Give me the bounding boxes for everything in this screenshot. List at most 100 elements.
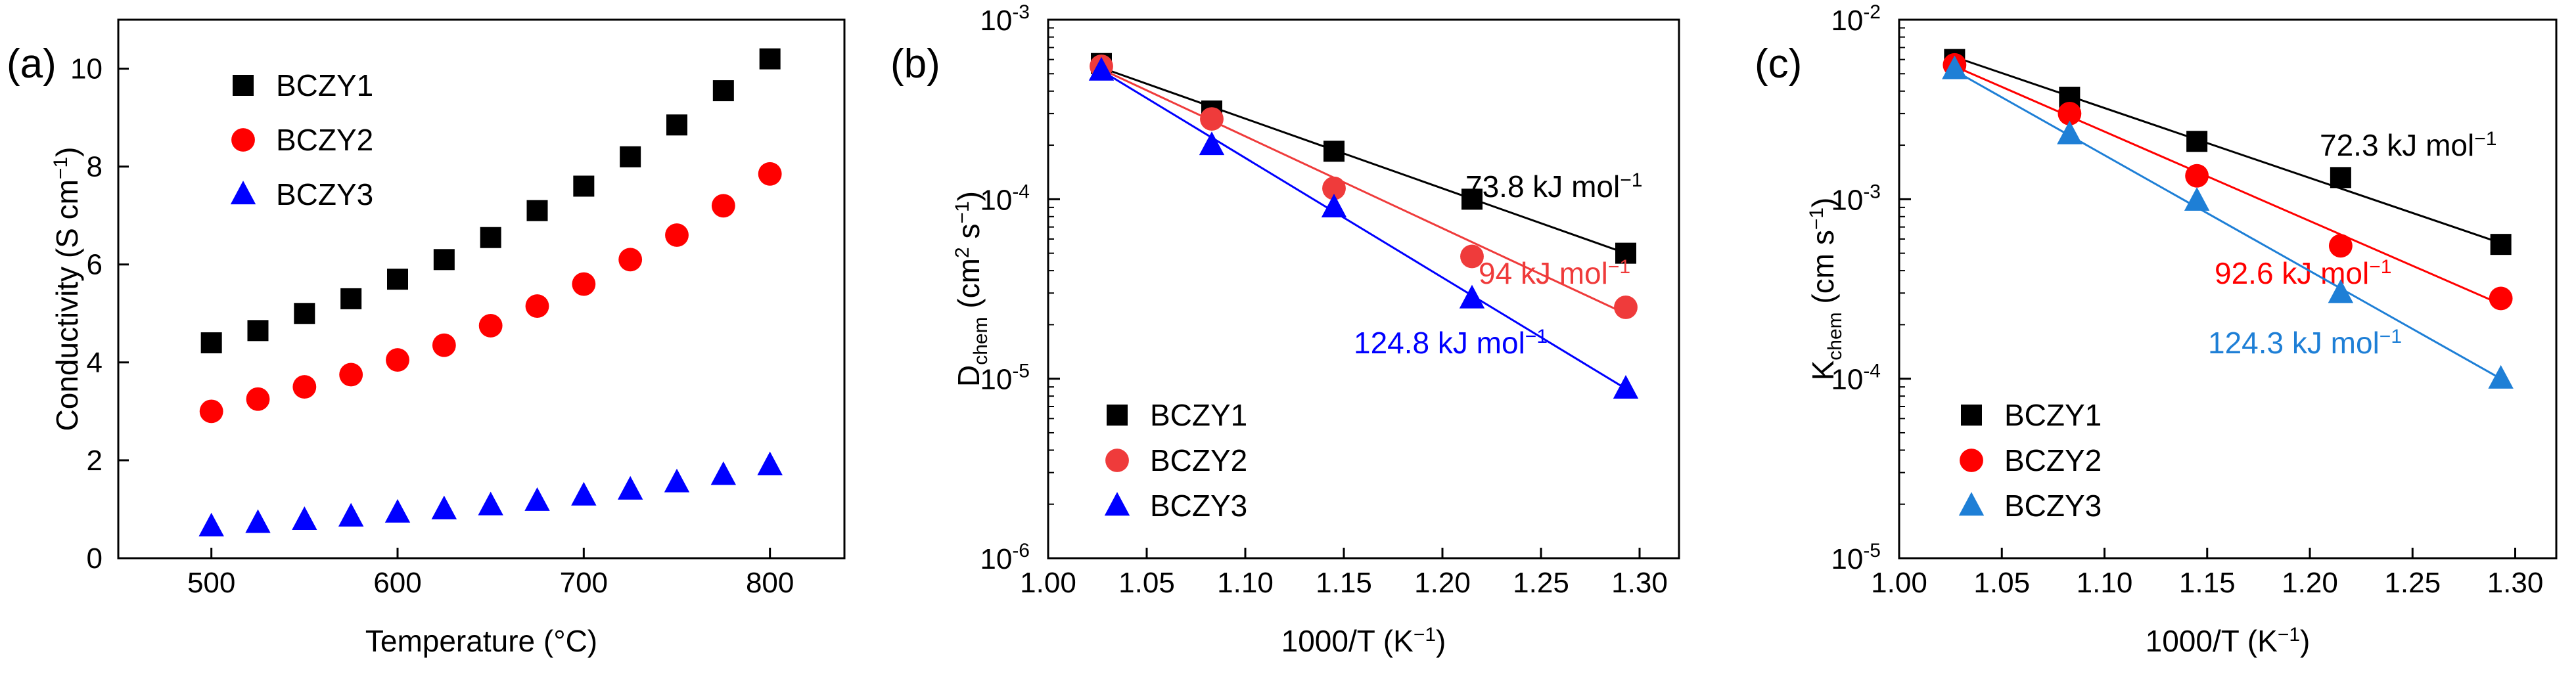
y-tick-exponent: -3: [1012, 1, 1030, 23]
data-point-bczy2: [2489, 286, 2513, 311]
activation-energy-sup: −1: [1620, 169, 1642, 191]
x-tick-label: 1.30: [1611, 567, 1668, 599]
y-tick-label: 10-6: [980, 540, 1030, 575]
activation-energy-value: 73.8 kJ mol: [1465, 169, 1620, 204]
y-tick-label: 10-4: [1831, 361, 1881, 396]
y-tick-label: 6: [87, 249, 103, 281]
data-point-bczy2: [758, 162, 782, 186]
fit-line-bczy2: [1954, 65, 2502, 305]
legend-label-bczy1: BCZY1: [2004, 398, 2102, 432]
data-point-bczy1: [1323, 141, 1345, 162]
data-point-bczy1: [387, 269, 408, 290]
y-tick-label: 10: [70, 53, 103, 85]
y-tick-label: 0: [87, 542, 103, 575]
data-point-bczy1: [2490, 234, 2512, 255]
x-tick-label: 500: [187, 567, 235, 599]
y-axis-label-sup: −1: [1806, 208, 1828, 230]
x-axis-label-end: ): [1436, 624, 1446, 658]
data-point-bczy1: [620, 146, 641, 167]
y-tick-label: 10-3: [980, 1, 1030, 37]
y-axis-label-sub: chem: [970, 317, 992, 364]
y-tick-exponent: -5: [1863, 540, 1881, 562]
data-point-bczy3: [2184, 187, 2210, 211]
data-point-bczy1: [247, 320, 269, 342]
y-axis-label-mid: (cm: [952, 258, 986, 317]
y-axis-label-end: ): [1806, 198, 1840, 208]
legend-label-bczy1: BCZY1: [276, 68, 373, 102]
y-axis-label-main: K: [1806, 360, 1840, 380]
legend-label-bczy3: BCZY3: [276, 177, 373, 211]
y-tick-label: 10-2: [1831, 1, 1881, 37]
y-tick-base: 10: [1831, 184, 1863, 216]
data-point-bczy3: [710, 461, 737, 485]
data-point-bczy2: [525, 294, 549, 319]
x-tick-label: 1.05: [1118, 567, 1175, 599]
x-tick-label: 1.25: [1513, 567, 1569, 599]
activation-energy-value: 72.3 kJ mol: [2320, 128, 2474, 162]
activation-energy-sup: −1: [1608, 256, 1630, 278]
data-point-bczy2: [711, 194, 735, 218]
plot-frame: [1047, 18, 1680, 560]
y-axis-label-sup1: 2: [952, 247, 973, 258]
data-point-bczy3: [571, 481, 597, 506]
activation-energy-sup: −1: [1525, 326, 1548, 347]
y-tick-exponent: -6: [1012, 540, 1030, 562]
data-point-bczy3: [617, 475, 643, 500]
data-point-bczy3: [2057, 120, 2082, 144]
data-point-bczy3: [1199, 131, 1225, 156]
activation-energy-sup: −1: [2380, 326, 2402, 347]
y-tick-exponent: -2: [1863, 1, 1881, 23]
data-point-bczy3: [384, 498, 411, 523]
y-tick-label: 10-5: [1831, 540, 1881, 575]
panel-a-conductivity-chart: 500 600 700 800 0 2 4 6 8 10 Temperature (°C) Condu…: [7, 18, 846, 658]
y-tick-exponent: -5: [1012, 361, 1030, 382]
data-point-bczy2: [199, 399, 223, 424]
data-point-bczy1: [2330, 167, 2351, 188]
data-point-bczy2: [665, 223, 689, 247]
data-point-bczy2: [292, 375, 317, 399]
panel-label: (a): [7, 41, 57, 87]
x-tick-label: 1.30: [2487, 567, 2544, 599]
data-point-bczy3: [664, 468, 690, 493]
data-point-bczy3: [245, 509, 271, 533]
fit-line-bczy3: [1954, 70, 2502, 380]
panel-label: (b): [890, 41, 940, 87]
data-point-bczy3: [292, 506, 317, 530]
y-axis-label: Dchem (cm2 s−1): [952, 191, 992, 387]
y-tick-base: 10: [1831, 543, 1863, 575]
legend-label-bczy1: BCZY1: [1150, 398, 1247, 432]
data-point-bczy2: [572, 272, 596, 296]
legend-label-bczy2: BCZY2: [2004, 443, 2102, 477]
legend-marker-bczy1: [1961, 405, 1982, 426]
panel-label: (c): [1755, 41, 1802, 87]
legend-label-bczy3: BCZY3: [1150, 489, 1247, 523]
legend-marker-bczy3: [230, 181, 256, 205]
fit-line-bczy1: [1101, 66, 1626, 255]
fit-line-bczy1: [1954, 56, 2502, 244]
y-tick-label: 10-5: [980, 361, 1030, 396]
x-tick-label: 1.15: [1316, 567, 1372, 599]
y-tick-base: 10: [980, 543, 1012, 575]
activation-energy-bczy1: 73.8 kJ mol−1: [1465, 169, 1642, 204]
legend-marker-bczy1: [233, 75, 254, 96]
legend-label-bczy3: BCZY3: [2004, 489, 2102, 523]
x-axis-label: 1000/T (K−1): [2146, 624, 2311, 658]
data-point-bczy3: [2488, 364, 2514, 389]
activation-energy-bczy3: 124.8 kJ mol−1: [1354, 326, 1548, 360]
y-tick-exponent: -4: [1863, 361, 1881, 382]
y-tick-exponent: -4: [1012, 181, 1030, 202]
fit-line-bczy2: [1101, 68, 1626, 315]
data-point-bczy1: [1615, 242, 1636, 264]
y-axis-label-end: ): [952, 191, 986, 201]
plot-frame: [117, 18, 846, 560]
x-axis-label-main: 1000/T (K: [2146, 624, 2278, 658]
y-tick-label: 8: [87, 151, 103, 183]
x-tick-label: 1.10: [2077, 567, 2133, 599]
x-axis-label: 1000/T (K−1): [1281, 624, 1446, 658]
data-point-bczy2: [478, 313, 503, 338]
legend-marker-bczy3: [1104, 492, 1130, 516]
x-axis-label-end: ): [2300, 624, 2310, 658]
activation-energy-bczy1: 72.3 kJ mol−1: [2320, 128, 2496, 162]
activation-energy-sup: −1: [2474, 128, 2496, 150]
